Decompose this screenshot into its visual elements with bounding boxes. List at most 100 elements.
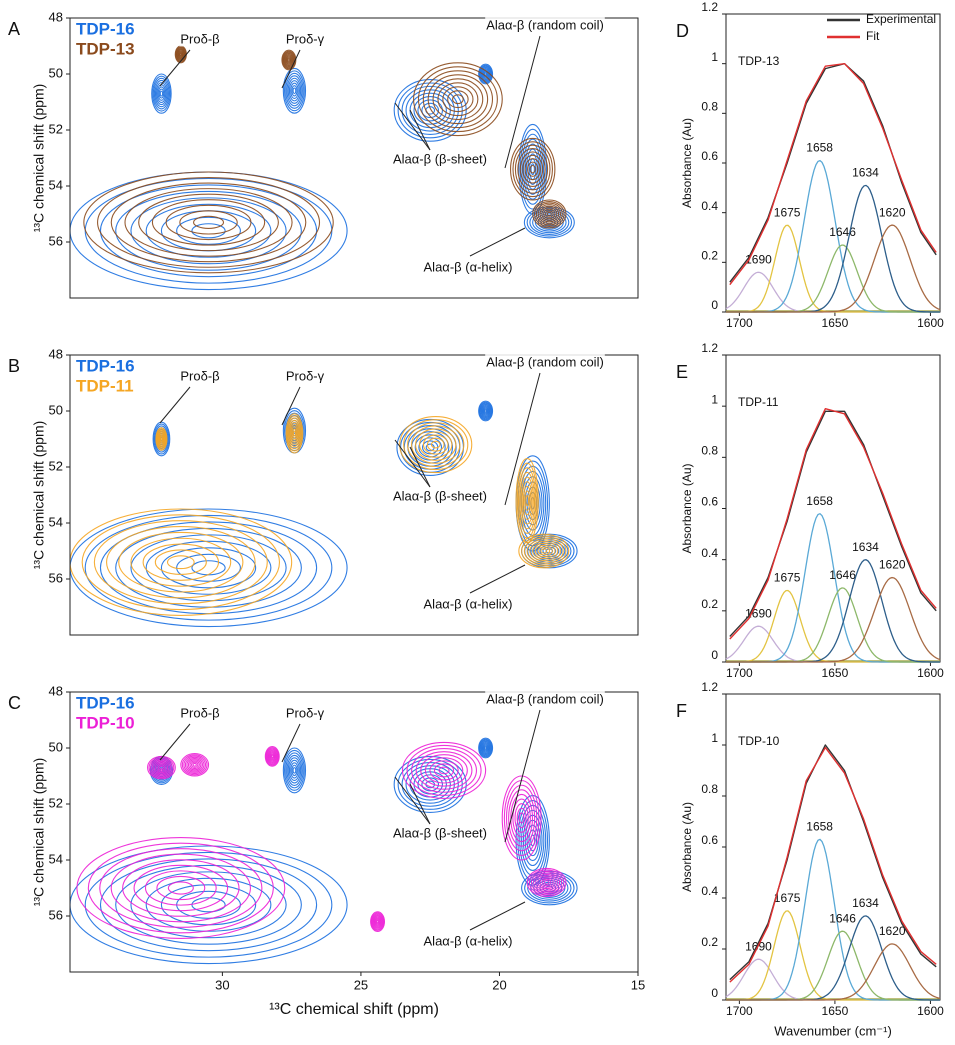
- contour: [184, 756, 205, 773]
- contour: [155, 427, 168, 451]
- contour: [481, 741, 491, 755]
- contour: [433, 763, 455, 778]
- contour: [539, 205, 560, 223]
- contour: [512, 798, 531, 838]
- contour: [115, 190, 302, 271]
- contour: [478, 400, 494, 422]
- contour: [87, 842, 274, 934]
- contour: [401, 741, 487, 799]
- contour: [84, 851, 333, 958]
- y-tick-label: 56: [49, 233, 63, 248]
- contour: [524, 158, 541, 181]
- contour: [154, 762, 169, 774]
- y-tick-label: 0.8: [701, 100, 718, 114]
- contour: [145, 203, 272, 258]
- annotation-bg: [392, 151, 488, 167]
- contour: [422, 434, 449, 455]
- contour: [370, 912, 385, 931]
- contour: [99, 848, 263, 928]
- contour: [177, 50, 184, 59]
- legend-label: TDP-16: [76, 356, 135, 375]
- contour: [519, 151, 546, 187]
- annotation: Alaα-β (β-sheet): [393, 825, 487, 840]
- contour: [479, 402, 492, 420]
- contour: [284, 70, 305, 112]
- contour: [373, 916, 382, 927]
- contour: [482, 744, 489, 752]
- y-tick-label: 54: [49, 851, 63, 866]
- contour: [191, 560, 226, 576]
- contour: [546, 211, 552, 217]
- y-tick-label: 54: [49, 177, 63, 192]
- y-tick-label: 1.2: [701, 341, 718, 355]
- contour: [292, 767, 297, 774]
- contour: [421, 102, 440, 119]
- contour: [530, 163, 535, 176]
- contour: [418, 431, 453, 458]
- annotation: Proδ-β: [180, 705, 219, 720]
- annotation-bg: [179, 31, 221, 47]
- component-label: 1646: [829, 225, 856, 239]
- y-tick-label: 0: [711, 986, 718, 1000]
- y-tick-label: 50: [49, 65, 63, 80]
- contour: [371, 913, 384, 930]
- contour: [426, 437, 445, 452]
- contour: [156, 429, 167, 449]
- contour: [152, 75, 171, 112]
- contour: [370, 911, 386, 932]
- contour: [282, 747, 307, 794]
- contour: [159, 434, 164, 444]
- contour: [523, 206, 575, 239]
- contour: [160, 437, 163, 441]
- annotation-bg: [284, 31, 326, 47]
- contour: [530, 539, 569, 563]
- contour: [399, 416, 473, 474]
- contour: [159, 765, 164, 770]
- contour: [97, 176, 321, 268]
- y-tick-label: 0.2: [701, 249, 718, 263]
- contour: [155, 428, 167, 450]
- spectrum-line: [729, 62, 937, 286]
- contour: [401, 85, 459, 135]
- x-tick-label: 1700: [726, 316, 753, 330]
- contour: [520, 476, 534, 525]
- contour: [153, 760, 170, 775]
- contour: [537, 204, 562, 224]
- contour: [166, 555, 195, 570]
- plot-frame: [69, 354, 639, 636]
- component-curve: [725, 958, 940, 1001]
- contour: [176, 48, 186, 61]
- component-label: 1634: [852, 896, 879, 910]
- annotation-bg: [284, 368, 326, 384]
- annotation-bg: [179, 368, 221, 384]
- plot-area: [70, 400, 578, 628]
- contour: [115, 864, 302, 945]
- contour: [285, 413, 304, 454]
- contour: [533, 872, 561, 893]
- contour: [478, 738, 493, 758]
- component-label: 1658: [806, 494, 833, 508]
- contour: [537, 875, 556, 890]
- annotation-bg: [179, 705, 221, 721]
- x-tick-label: 15: [631, 977, 645, 992]
- y-tick-label: 56: [49, 907, 63, 922]
- contour: [427, 74, 489, 125]
- y-tick-label: 50: [49, 402, 63, 417]
- contour: [159, 90, 164, 97]
- contour: [193, 215, 225, 229]
- contour: [540, 548, 548, 554]
- annotation-bg: [485, 354, 605, 370]
- component-label: 1675: [774, 571, 801, 585]
- contour: [156, 875, 206, 901]
- contour: [521, 470, 545, 536]
- contour: [284, 749, 305, 791]
- component-curve: [726, 576, 941, 663]
- contour: [521, 133, 545, 205]
- contour: [145, 877, 272, 932]
- contour: [376, 919, 379, 924]
- contour: [442, 86, 474, 113]
- y-tick-label: 0.8: [701, 444, 718, 458]
- contour: [291, 85, 298, 97]
- panel-label: D: [676, 21, 689, 41]
- contour: [285, 56, 292, 64]
